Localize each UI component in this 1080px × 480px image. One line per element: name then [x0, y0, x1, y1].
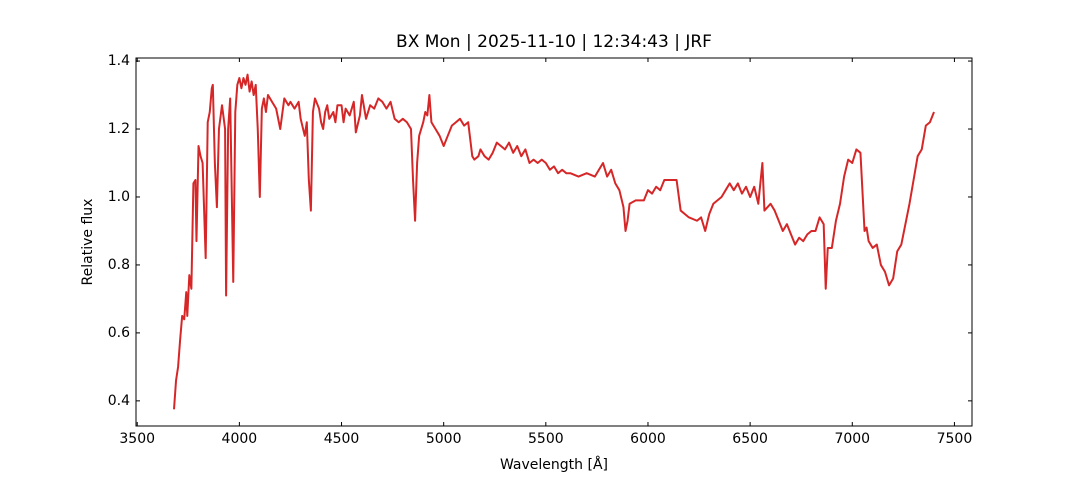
y-tick-label: 1.2	[108, 121, 130, 137]
y-tick-label: 1.4	[108, 53, 130, 69]
y-tick-label: 1.0	[108, 189, 130, 205]
x-tick-label: 4000	[222, 431, 258, 447]
y-axis-label: Relative flux	[80, 199, 96, 286]
x-axis-label: Wavelength [Å]	[500, 456, 608, 473]
x-tick-label: 3500	[119, 431, 155, 447]
x-tick-label: 4500	[324, 431, 360, 447]
spectrum-line	[173, 73, 935, 410]
x-tick-label: 6000	[630, 431, 666, 447]
y-tick-label: 0.6	[108, 325, 130, 341]
x-tick-label: 5000	[426, 431, 462, 447]
x-tick-label: 6500	[732, 431, 768, 447]
y-tick-label: 0.8	[108, 257, 130, 273]
chart-title: BX Mon | 2025-11-10 | 12:34:43 | JRF	[396, 32, 712, 52]
x-tick-label: 7500	[937, 431, 973, 447]
x-tick-label: 5500	[528, 431, 564, 447]
plot-frame	[135, 57, 973, 427]
y-tick-label: 0.4	[108, 393, 130, 409]
x-tick-label: 7000	[834, 431, 870, 447]
